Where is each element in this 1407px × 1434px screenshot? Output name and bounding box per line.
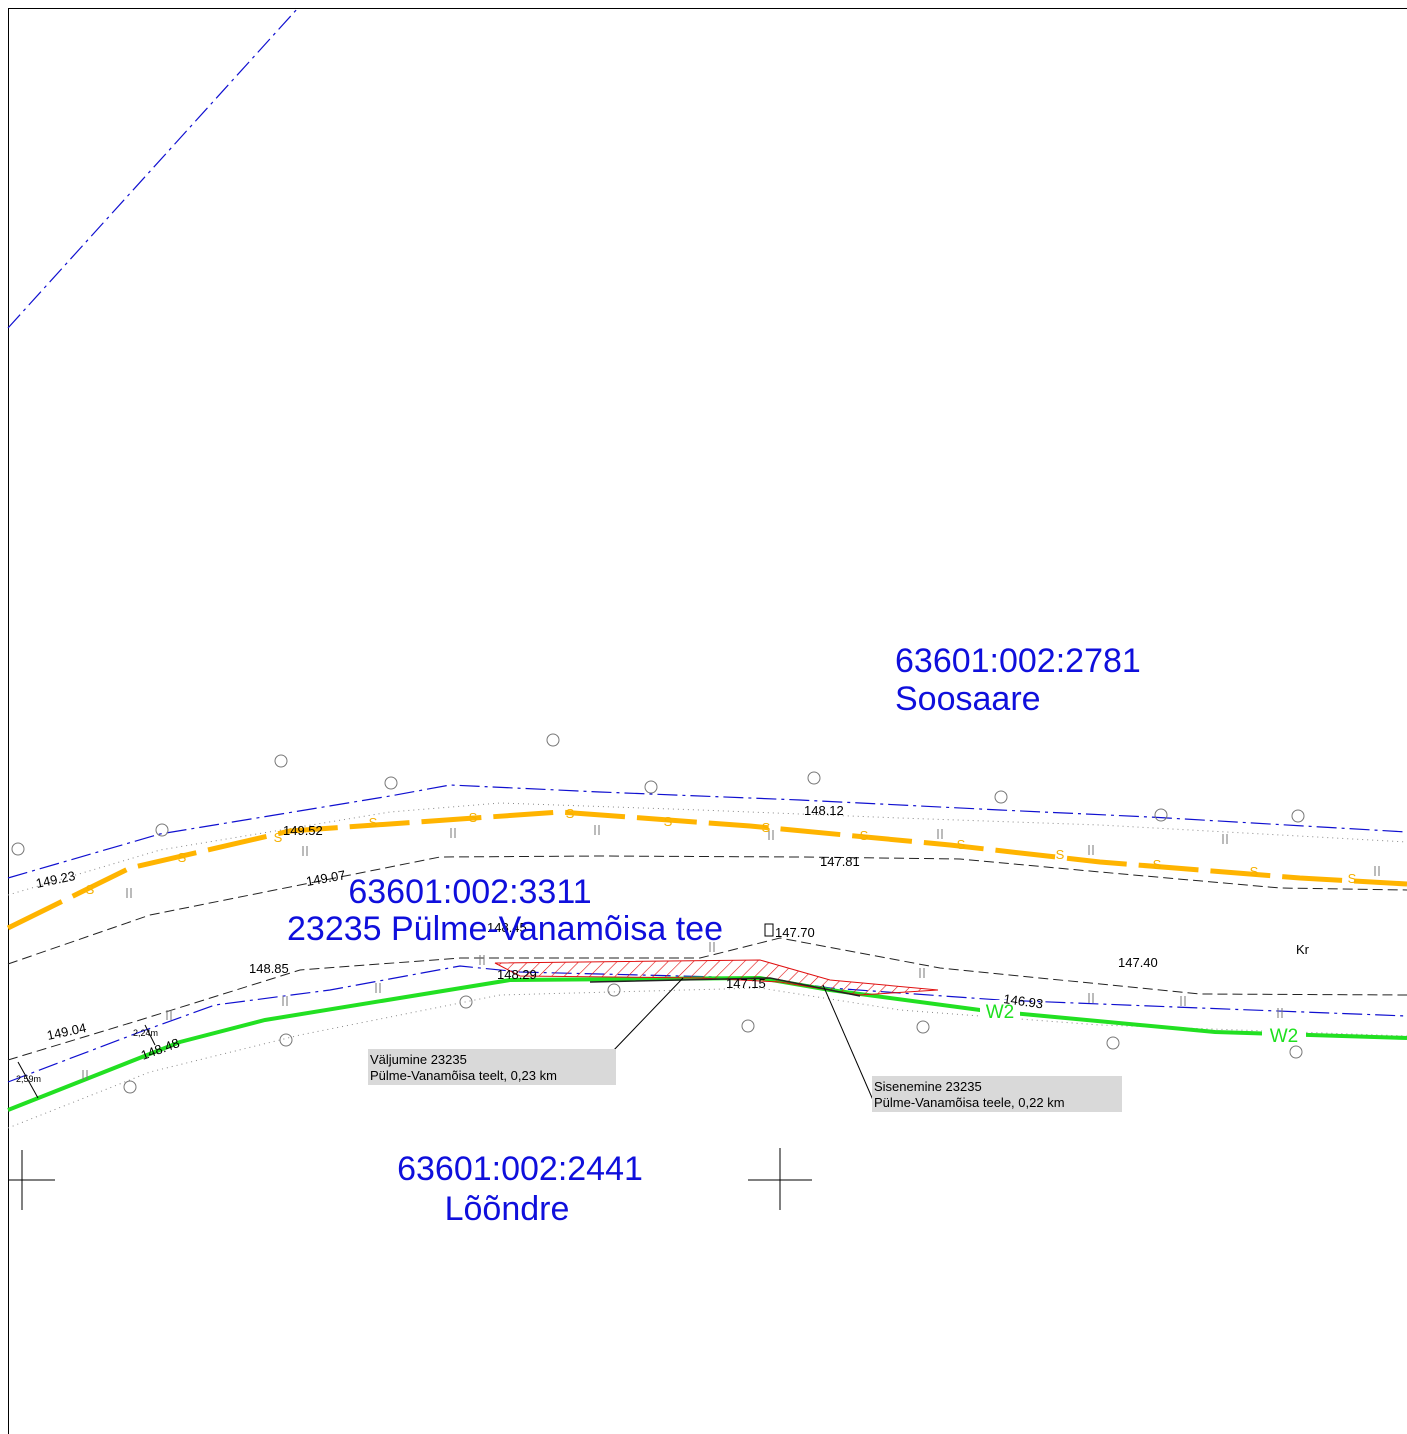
sewer-code: S xyxy=(369,815,378,830)
kr-label: Kr xyxy=(1296,942,1310,957)
water-code: W2 xyxy=(986,1002,1015,1023)
tree-symbols xyxy=(11,733,1305,1094)
road-boundary-upper xyxy=(7,784,1407,879)
elevation-label: 149.04 xyxy=(46,1020,88,1043)
elevation-label: 148.12 xyxy=(804,803,844,818)
ditch-marks xyxy=(82,825,1380,1080)
parcel-id: 63601:002:3311 xyxy=(348,873,591,911)
callout-line: Pülme-Vanamõisa teelt, 0,23 km xyxy=(370,1068,557,1083)
dimension-label: 2,24m xyxy=(133,1028,158,1038)
callout-entry: Sisenemine 23235 Pülme-Vanamõisa teele, … xyxy=(872,1076,1122,1112)
water-line xyxy=(7,975,1407,1112)
dimension-label: 2,59m xyxy=(16,1074,41,1084)
sewer-line xyxy=(6,809,1407,931)
sewer-code: S xyxy=(566,806,575,821)
sewer-code: S xyxy=(664,814,673,829)
sewer-code: S xyxy=(1056,847,1065,862)
sewer-code: S xyxy=(762,820,771,835)
map-frame xyxy=(8,8,1407,1434)
callout-line: Pülme-Vanamõisa teele, 0,22 km xyxy=(874,1095,1065,1110)
parcel-label-soosaare: 63601:002:2781 Soosaare xyxy=(895,642,1141,718)
elevation-label: 146.93 xyxy=(1003,991,1044,1011)
dimension-lines xyxy=(17,1024,156,1099)
callout-leader xyxy=(822,984,874,1101)
road-edge-upper xyxy=(7,855,1407,965)
callout-exit: Väljumine 23235 Pülme-Vanamõisa teelt, 0… xyxy=(368,1049,616,1085)
hatched-crossing-area xyxy=(494,959,939,996)
callout-line: Sisenemine 23235 xyxy=(874,1079,982,1094)
sewer-code: S xyxy=(1153,857,1162,872)
sewer-code: S xyxy=(957,837,966,852)
parcel-label-loondre: 63601:002:2441 Lõõndre xyxy=(397,1150,643,1228)
sewer-code: S xyxy=(274,830,283,845)
elevation-label: 147.15 xyxy=(726,976,766,991)
sewer-code: S xyxy=(1250,864,1259,879)
sewer-code: S xyxy=(469,810,478,825)
elevation-label: 148.48 xyxy=(139,1035,181,1063)
elevation-label: 148.45 xyxy=(487,920,527,935)
marker-box xyxy=(764,923,774,937)
boundary-line-diagonal xyxy=(7,7,299,329)
road-edge-lower xyxy=(7,937,1407,1061)
parcel-id: 63601:002:2441 xyxy=(397,1150,643,1188)
sewer-code: S xyxy=(86,882,95,897)
sewer-codes: S S S S S S S S S S S S S S xyxy=(86,806,1357,897)
parcel-label-road: 63601:002:3311 23235 Pülme-Vanamõisa tee xyxy=(287,873,723,948)
water-code: W2 xyxy=(1270,1026,1299,1047)
sewer-code: S xyxy=(860,828,869,843)
parcel-name: 23235 Pülme-Vanamõisa tee xyxy=(287,910,723,948)
callout-leader xyxy=(611,977,684,1053)
elevation-label: 147.81 xyxy=(820,854,860,869)
parcel-name: Soosaare xyxy=(895,680,1041,718)
elevation-label: 147.40 xyxy=(1118,955,1158,970)
survey-crosses xyxy=(8,1148,812,1210)
sewer-code: S xyxy=(178,850,187,865)
elevation-label: 149.52 xyxy=(283,823,323,838)
parcel-id: 63601:002:2781 xyxy=(895,642,1141,680)
elevation-label: 149.07 xyxy=(305,867,347,889)
water-codes: W2 W2 xyxy=(980,1000,1306,1047)
elevation-label: 148.85 xyxy=(249,961,289,976)
road-boundary-lower xyxy=(7,965,1407,1083)
callout-line: Väljumine 23235 xyxy=(370,1052,467,1067)
parcel-name: Lõõndre xyxy=(445,1190,570,1228)
dotted-line-lower xyxy=(7,987,1407,1129)
elevation-label: 147.70 xyxy=(775,925,815,940)
crossing-line xyxy=(589,977,861,997)
elevation-label: 148.29 xyxy=(497,967,537,982)
elevation-label: 149.23 xyxy=(35,868,77,891)
sewer-code: S xyxy=(1348,871,1357,886)
